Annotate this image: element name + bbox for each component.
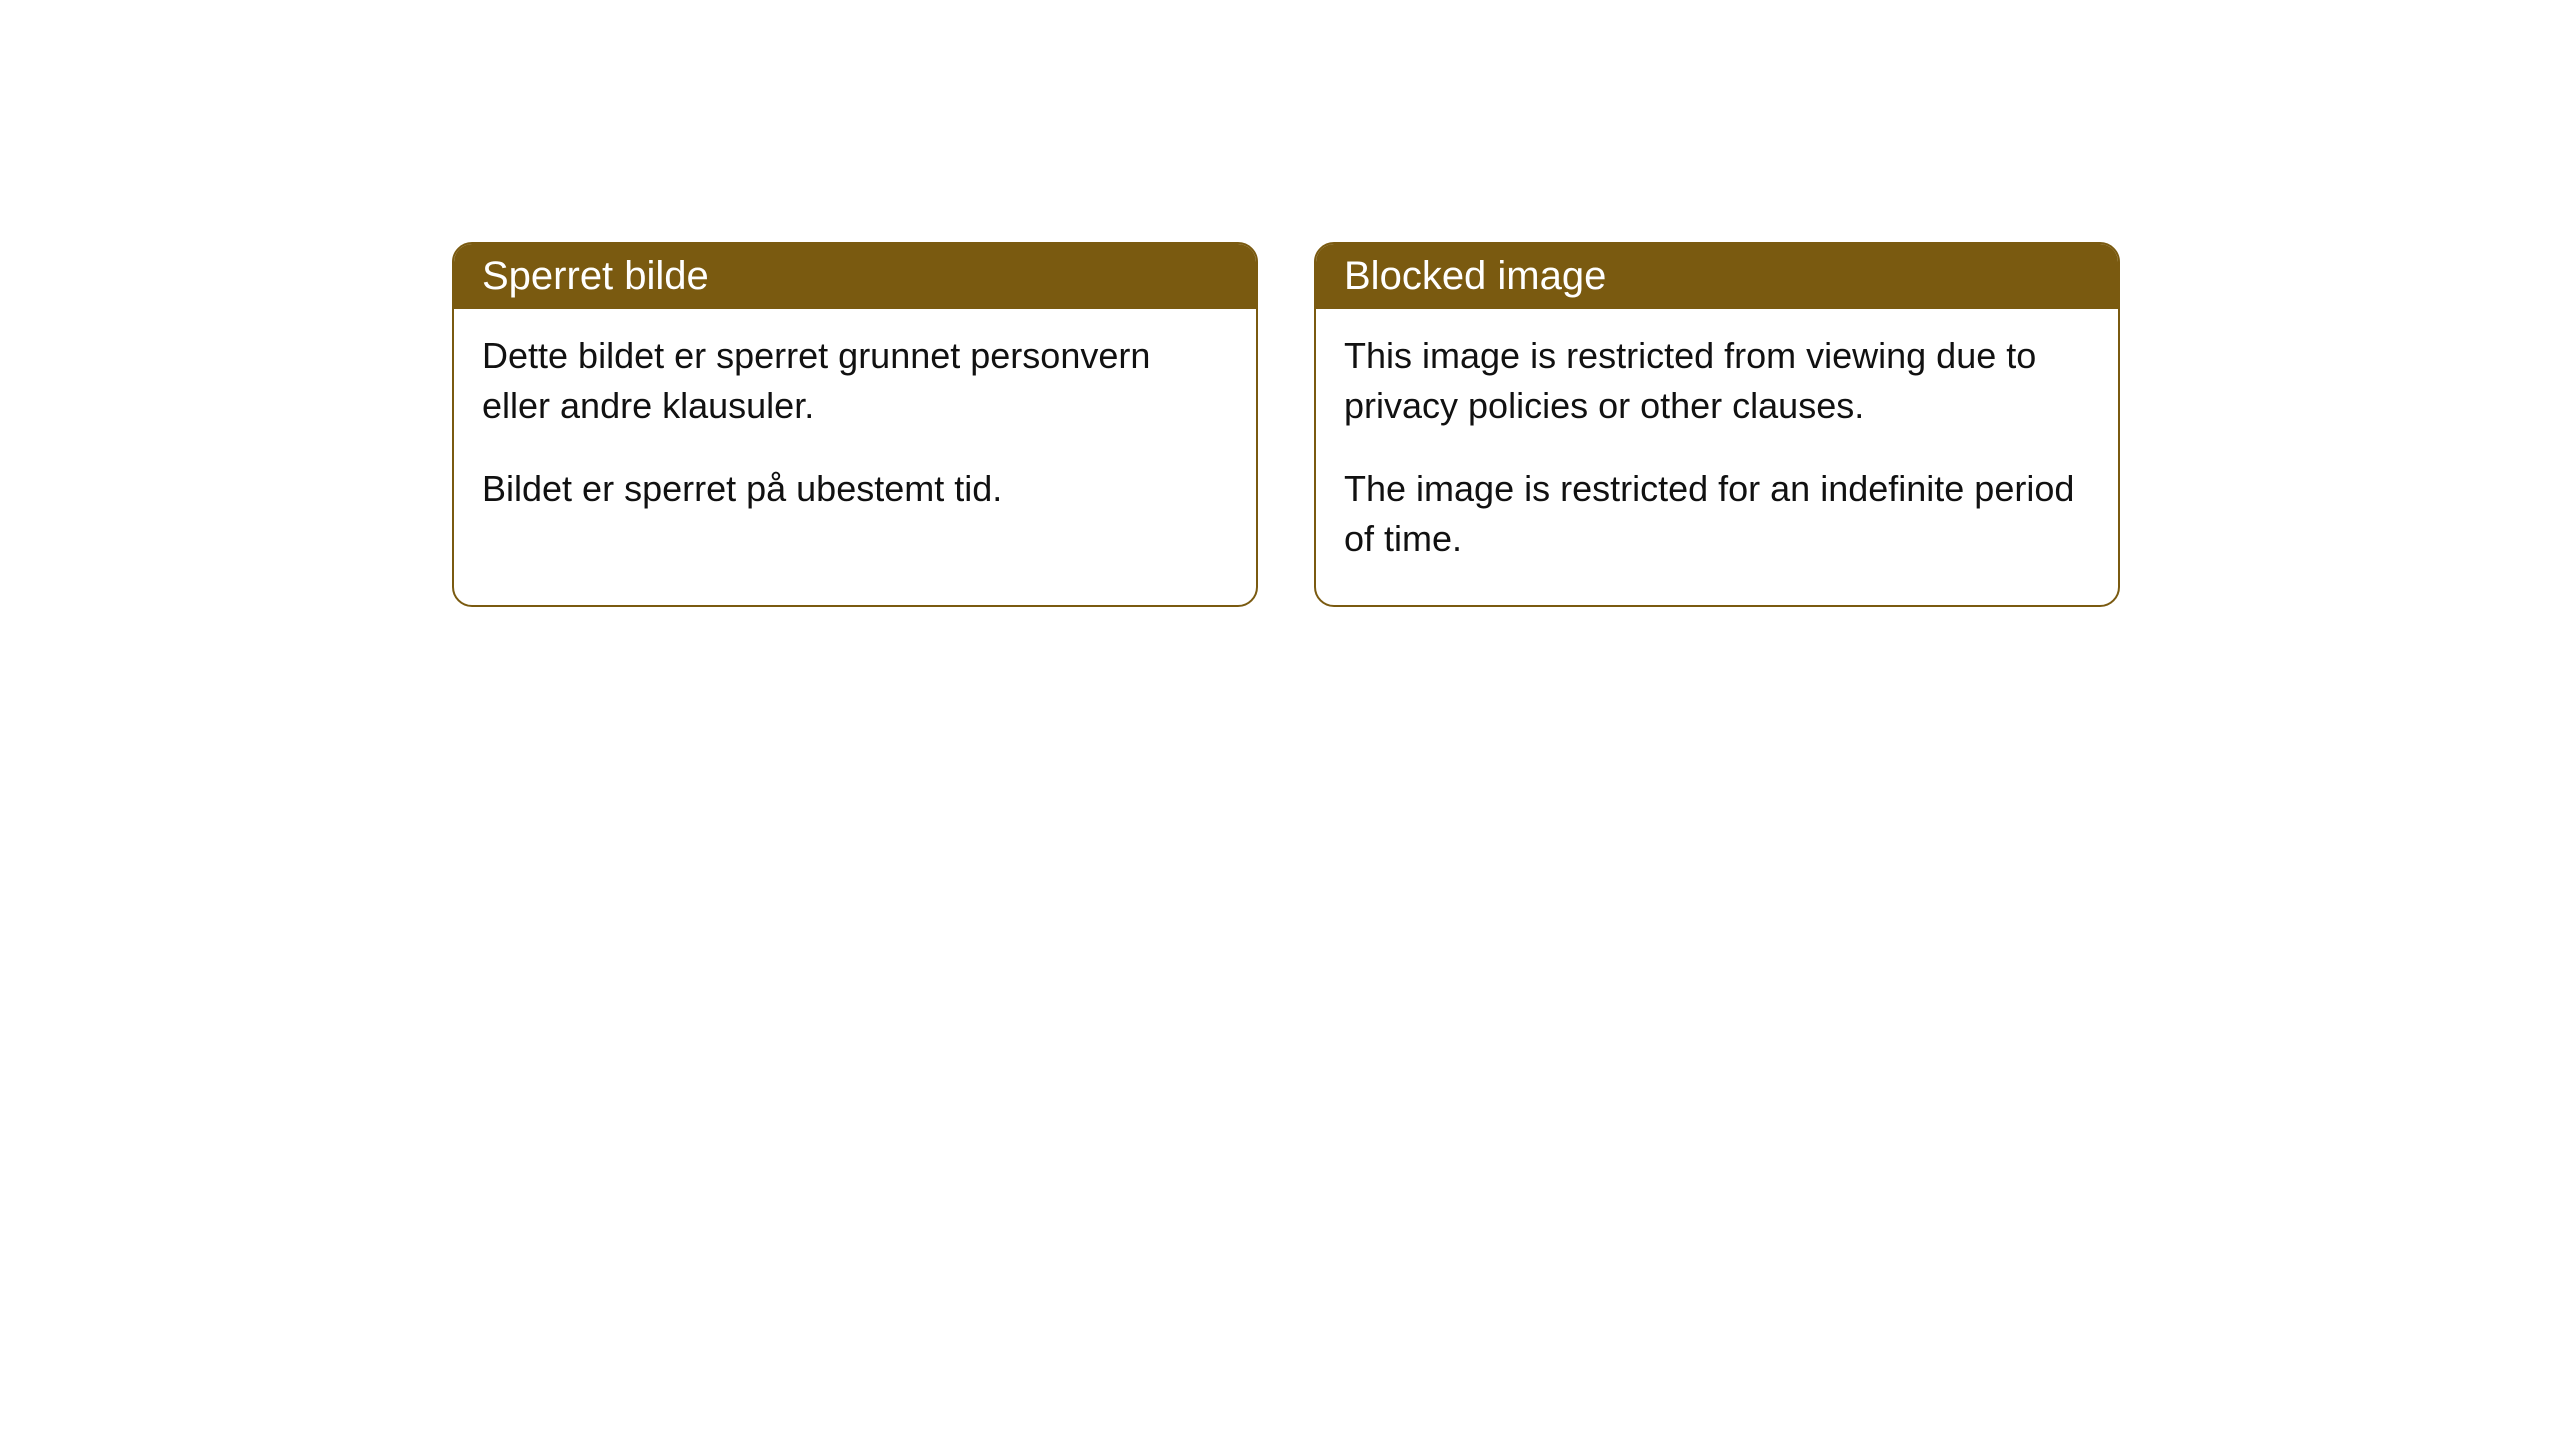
card-title: Blocked image	[1344, 254, 1606, 298]
notice-cards-container: Sperret bilde Dette bildet er sperret gr…	[0, 0, 2560, 607]
card-title: Sperret bilde	[482, 254, 709, 298]
card-paragraph-1: Dette bildet er sperret grunnet personve…	[482, 331, 1228, 432]
card-paragraph-2: The image is restricted for an indefinit…	[1344, 464, 2090, 565]
notice-card-norwegian: Sperret bilde Dette bildet er sperret gr…	[452, 242, 1258, 607]
card-paragraph-1: This image is restricted from viewing du…	[1344, 331, 2090, 432]
card-paragraph-2: Bildet er sperret på ubestemt tid.	[482, 464, 1228, 514]
card-header: Sperret bilde	[454, 244, 1256, 309]
card-body: This image is restricted from viewing du…	[1316, 309, 2118, 605]
notice-card-english: Blocked image This image is restricted f…	[1314, 242, 2120, 607]
card-body: Dette bildet er sperret grunnet personve…	[454, 309, 1256, 554]
card-header: Blocked image	[1316, 244, 2118, 309]
